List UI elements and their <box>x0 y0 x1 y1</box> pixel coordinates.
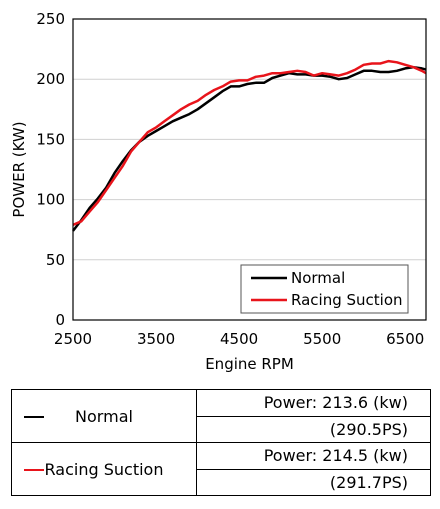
normal-line-swatch <box>24 416 44 418</box>
legend-entry: Racing Suction <box>291 291 403 309</box>
power-ps-cell: (291.7PS) <box>196 468 431 496</box>
power-kw-cell: Power: 213.6 (kw) <box>196 389 431 417</box>
table-row: Racing Suction Power: 214.5 (kw) <box>11 442 431 496</box>
plot-frame <box>72 18 427 321</box>
x-axis-label: Engine RPM <box>205 355 294 373</box>
power-chart: 0 50 100 150 200 250 2500 3500 4500 5500 6500 Engin… <box>10 10 427 373</box>
y-tick-label: 0 <box>55 311 65 329</box>
x-tick-label: 2500 <box>54 330 92 348</box>
table-row: (291.7PS) <box>12 468 431 496</box>
series-line-normal <box>72 65 427 232</box>
series-line-racing-suction <box>72 59 427 227</box>
y-tick-label: 50 <box>46 251 65 269</box>
series-name: Racing Suction <box>44 459 164 479</box>
power-ps-cell: (290.5PS) <box>196 415 431 443</box>
racing-suction-line-swatch <box>24 469 44 471</box>
series-name-cell: Racing Suction <box>11 442 197 496</box>
power-kw-cell: Power: 214.5 (kw) <box>196 442 431 470</box>
y-tick-label: 250 <box>36 10 65 28</box>
legend-entry: Normal <box>291 269 345 287</box>
series-name: Normal <box>75 406 133 426</box>
y-tick-label: 200 <box>36 70 65 88</box>
x-tick-label: 5500 <box>303 330 341 348</box>
x-tick-label: 3500 <box>137 330 175 348</box>
y-axis-label: POWER (KW) <box>10 121 28 217</box>
series-name-cell: Normal <box>11 389 197 443</box>
x-tick-label: 4500 <box>220 330 258 348</box>
power-summary-table: Normal Power: 213.6 (kw) (290.5PS) Racin… <box>11 389 431 496</box>
legend-box <box>240 264 409 314</box>
x-tick-label: 6500 <box>386 330 424 348</box>
y-tick-label: 150 <box>36 130 65 148</box>
y-tick-label: 100 <box>36 191 65 209</box>
table-row: Normal Power: 213.6 (kw) <box>11 389 431 443</box>
